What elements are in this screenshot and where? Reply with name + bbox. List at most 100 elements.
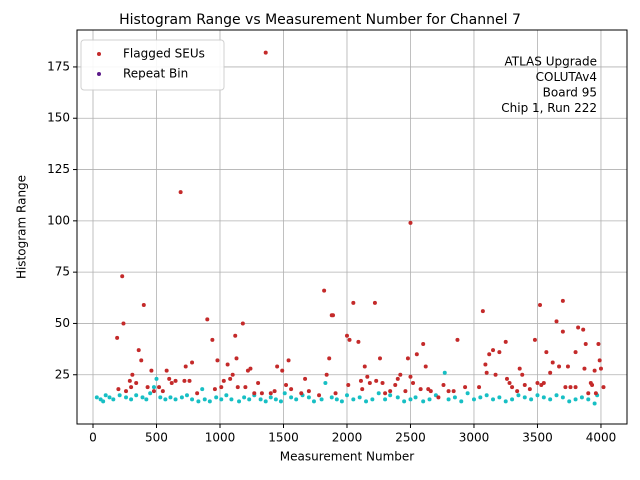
- point: [601, 385, 606, 390]
- legend-marker: [97, 72, 101, 76]
- point: [134, 393, 139, 398]
- point: [187, 378, 192, 383]
- point: [207, 399, 212, 404]
- point: [548, 397, 553, 402]
- point: [503, 339, 508, 344]
- point: [383, 391, 388, 396]
- point: [163, 397, 168, 402]
- point: [388, 389, 393, 394]
- point: [568, 385, 573, 390]
- legend-marker: [97, 52, 101, 56]
- point: [205, 317, 210, 322]
- point: [428, 389, 433, 394]
- point: [248, 366, 253, 371]
- point: [465, 391, 470, 396]
- point: [497, 395, 502, 400]
- point: [234, 356, 239, 361]
- point: [306, 395, 311, 400]
- point: [280, 368, 285, 373]
- chart-title: Histogram Range vs Measurement Number fo…: [119, 12, 521, 28]
- y-tick-label: 25: [55, 367, 70, 381]
- x-tick-label: 3500: [522, 431, 553, 445]
- point: [451, 389, 456, 394]
- point: [247, 397, 252, 402]
- point: [149, 368, 154, 373]
- x-tick-label: 1000: [205, 431, 236, 445]
- point: [398, 372, 403, 377]
- point: [463, 385, 468, 390]
- point: [527, 387, 532, 392]
- point: [272, 389, 277, 394]
- point: [452, 395, 457, 400]
- point: [442, 370, 447, 375]
- point: [367, 380, 372, 385]
- point: [219, 397, 224, 402]
- point: [487, 352, 492, 357]
- annotation: ATLAS Upgrade: [504, 55, 597, 69]
- annotation: Chip 1, Run 222: [501, 101, 597, 115]
- point: [362, 364, 367, 369]
- point: [235, 385, 240, 390]
- point: [459, 399, 464, 404]
- point: [408, 374, 413, 379]
- point: [258, 397, 263, 402]
- point: [200, 387, 205, 392]
- point: [586, 397, 591, 402]
- point: [388, 393, 393, 398]
- point: [94, 395, 99, 400]
- point: [548, 370, 553, 375]
- point: [583, 341, 588, 346]
- point: [567, 399, 572, 404]
- point: [414, 352, 419, 357]
- point: [184, 393, 189, 398]
- point: [289, 387, 294, 392]
- point: [323, 380, 328, 385]
- x-tick-label: 2500: [395, 431, 426, 445]
- point: [221, 378, 226, 383]
- point: [403, 389, 408, 394]
- point: [129, 385, 134, 390]
- point: [402, 399, 407, 404]
- y-tick-label: 150: [47, 111, 70, 125]
- point: [242, 395, 247, 400]
- point: [303, 376, 308, 381]
- point: [554, 393, 559, 398]
- point: [504, 376, 509, 381]
- point: [154, 376, 159, 381]
- point: [395, 395, 400, 400]
- point: [516, 393, 521, 398]
- point: [268, 395, 273, 400]
- point: [520, 372, 525, 377]
- plot-frame: [76, 29, 628, 425]
- annotation: COLUTAv4: [536, 70, 597, 84]
- point: [294, 397, 299, 402]
- point: [573, 350, 578, 355]
- point: [160, 389, 165, 394]
- point: [167, 376, 172, 381]
- point: [259, 391, 264, 396]
- point: [252, 391, 257, 396]
- point: [364, 399, 369, 404]
- x-tick-label: 500: [145, 431, 168, 445]
- point: [455, 337, 460, 342]
- point: [331, 313, 336, 318]
- point: [446, 389, 451, 394]
- point: [144, 397, 149, 402]
- point: [581, 327, 586, 332]
- point: [214, 395, 219, 400]
- point: [557, 364, 562, 369]
- point: [423, 364, 428, 369]
- point: [268, 391, 273, 396]
- point: [233, 333, 238, 338]
- point: [282, 391, 287, 396]
- point: [510, 397, 515, 402]
- point: [317, 393, 322, 398]
- point: [190, 360, 195, 365]
- point: [372, 300, 377, 305]
- point: [263, 50, 268, 55]
- point: [173, 397, 178, 402]
- point: [333, 391, 338, 396]
- point: [215, 358, 220, 363]
- x-axis-label: Measurement Number: [280, 450, 414, 464]
- point: [478, 395, 483, 400]
